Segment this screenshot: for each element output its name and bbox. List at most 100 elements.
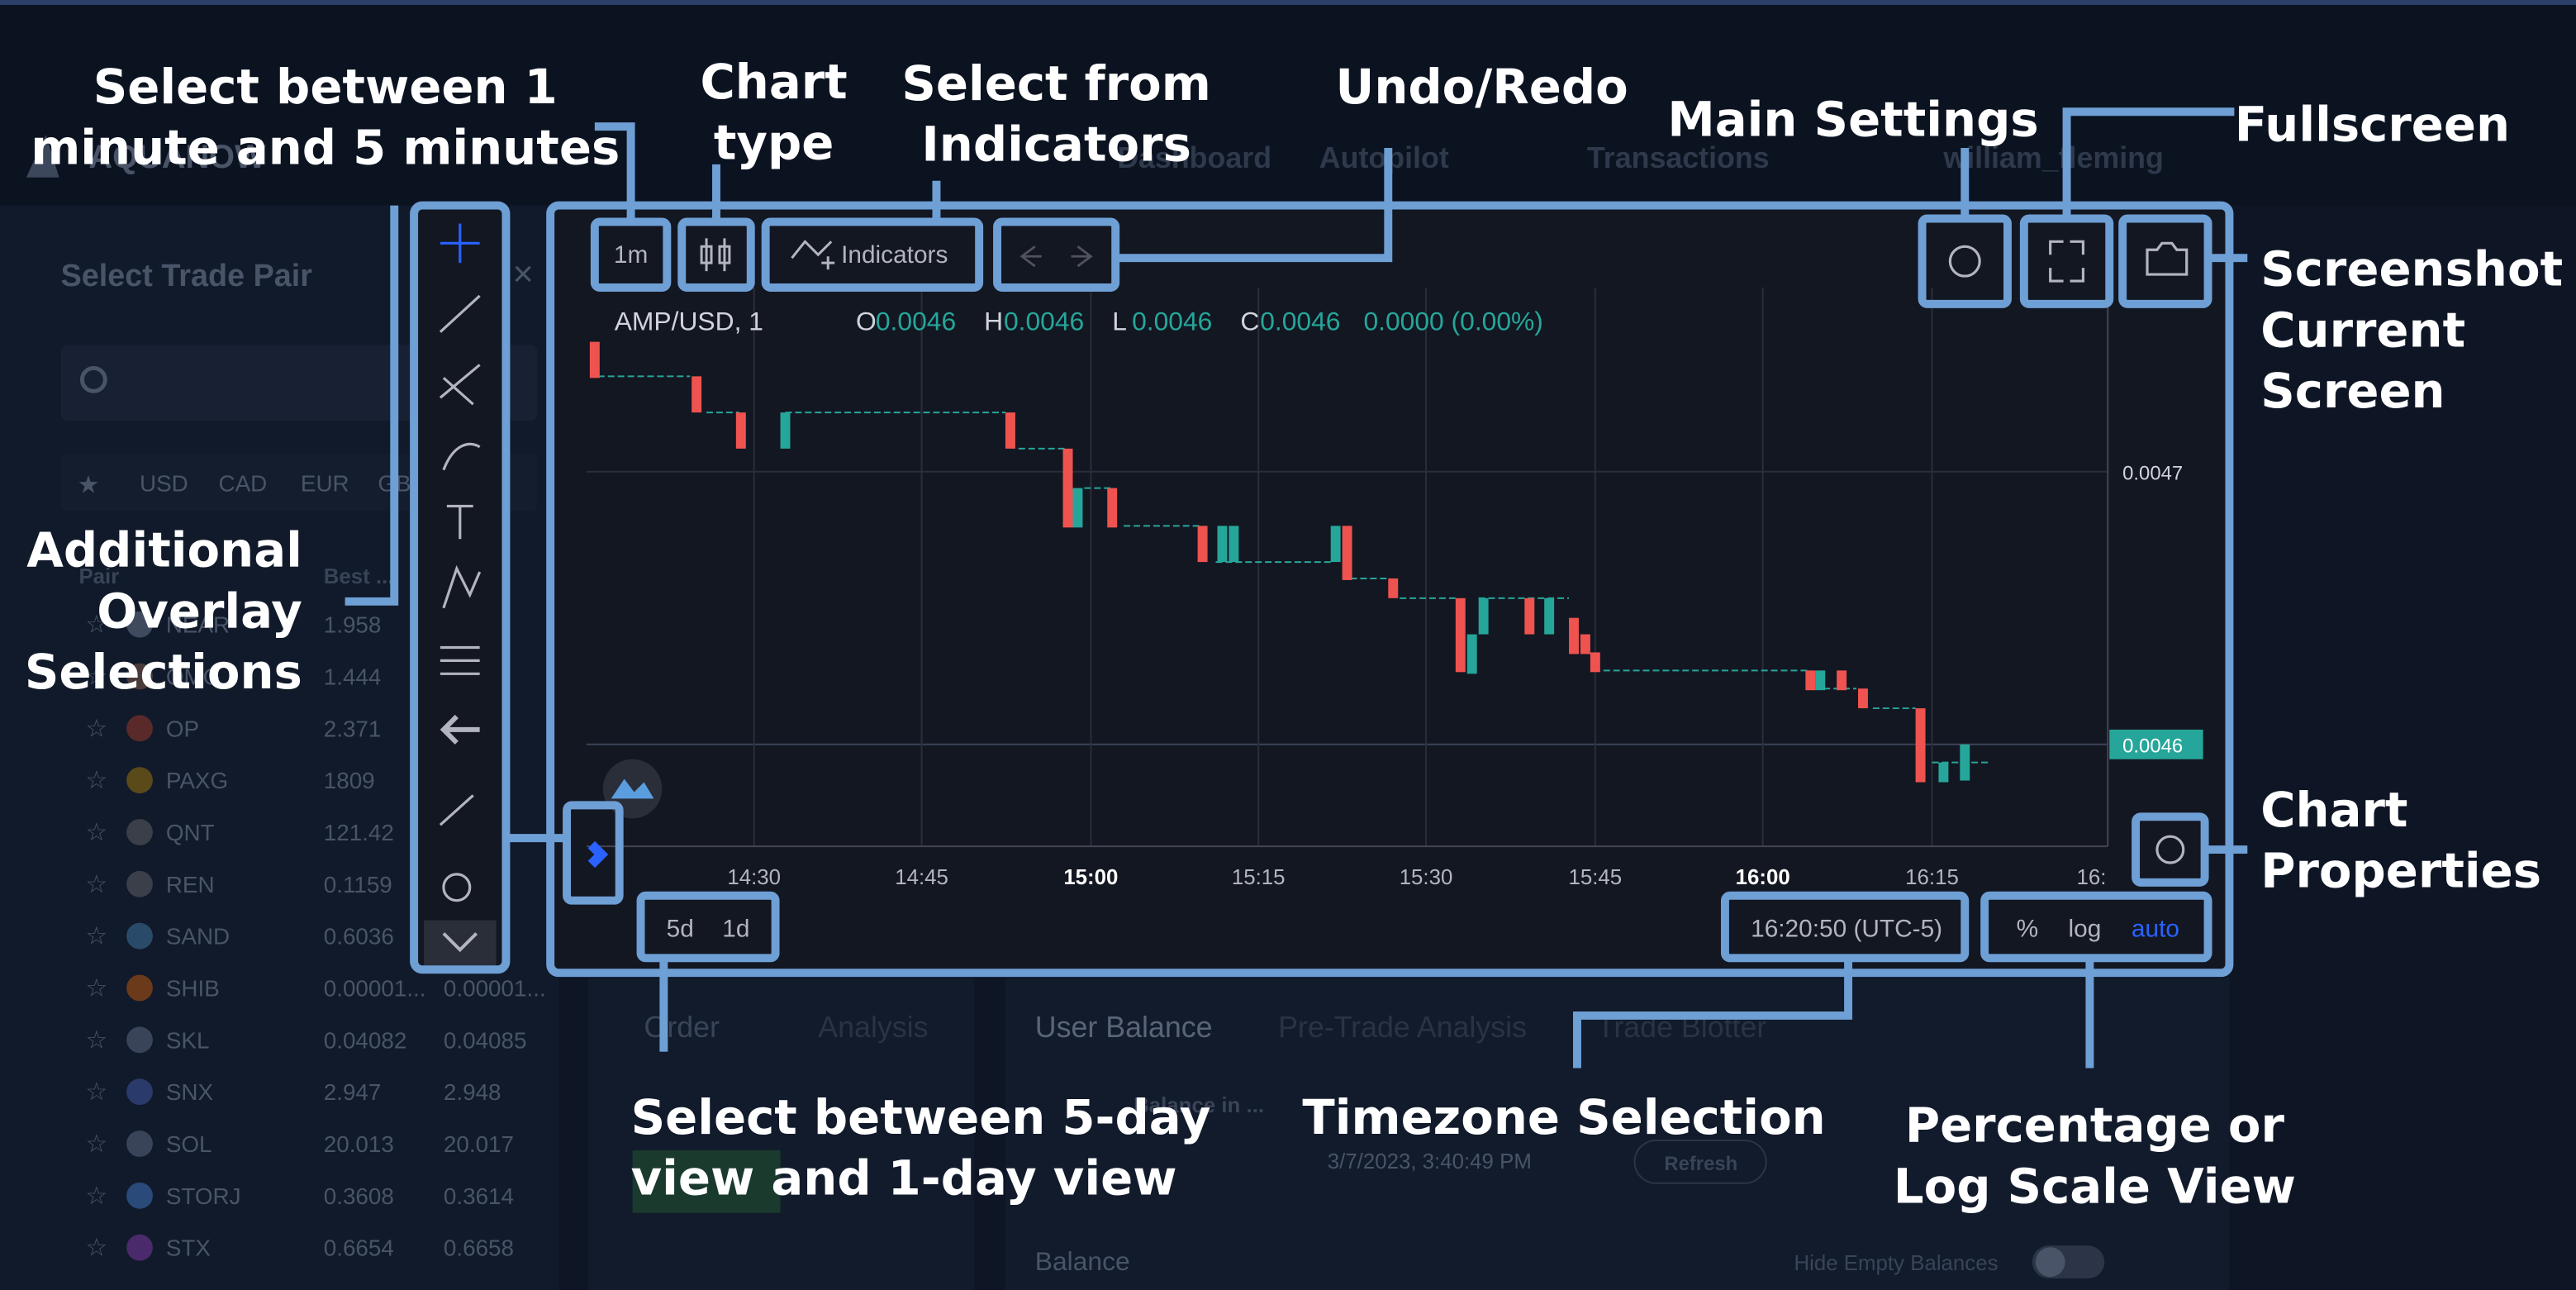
expand-arrow[interactable]: [587, 840, 609, 869]
search-icon: [79, 365, 107, 393]
annotation: Undo/Redo: [1336, 59, 1628, 115]
star: ☆: [85, 663, 107, 690]
annotation: Select between 5-day: [631, 1089, 1211, 1145]
price-label: 0.0047: [2122, 463, 2183, 485]
scale-option[interactable]: log: [2069, 915, 2102, 942]
annotation: view and 1-day view: [631, 1150, 1177, 1206]
annotation: Timezone Selection: [1302, 1089, 1825, 1145]
ohlc-key: C: [1240, 307, 1259, 336]
top-bar: [0, 4, 2576, 206]
annotation: Indicators: [921, 117, 1191, 173]
indicators-button[interactable]: Indicators: [841, 241, 948, 269]
hide-label: Hide Empty Balances: [1794, 1252, 1998, 1275]
balance-label: Balance: [1035, 1246, 1130, 1276]
column-header: Balance in ...: [1134, 1094, 1264, 1117]
pair-name[interactable]: QNT: [166, 820, 215, 845]
star: ☆: [85, 819, 107, 846]
range-button[interactable]: 5d: [667, 915, 694, 942]
annotation: Chart: [2260, 782, 2407, 838]
coin-icon: [126, 1026, 153, 1054]
price: 1.444: [324, 664, 382, 689]
time-label: 16:: [2076, 866, 2106, 889]
coin-icon: [126, 1182, 153, 1209]
pair-name[interactable]: NEAR: [166, 612, 230, 638]
undo-redo-icons[interactable]: [1019, 245, 1093, 268]
range-button[interactable]: 1d: [722, 915, 749, 942]
pair-name[interactable]: SNX: [166, 1079, 213, 1105]
pair-name[interactable]: STX: [166, 1235, 211, 1261]
annotation: Fullscreen: [2235, 97, 2510, 153]
star: ☆: [85, 1235, 107, 1262]
price-label: 0.0046: [2122, 735, 2183, 758]
pair-name[interactable]: OMG: [166, 664, 221, 689]
star: ☆: [85, 974, 107, 1002]
buy-button[interactable]: [632, 1150, 781, 1213]
coin-icon: [126, 1234, 153, 1261]
nav-item[interactable]: Transactions: [1587, 141, 1770, 174]
logo: [26, 135, 59, 178]
drawing-toolbar: [414, 205, 506, 970]
ohlc-value: 0.0046: [1132, 307, 1212, 336]
star: ★: [77, 472, 99, 499]
price: 0.04082: [324, 1027, 407, 1053]
pair-name[interactable]: REN: [166, 872, 215, 897]
time-label: 15:30: [1400, 866, 1453, 889]
refresh-button[interactable]: [1633, 1140, 1767, 1184]
highlights: [345, 107, 2248, 1069]
tv-logo: [602, 759, 663, 819]
pair-name[interactable]: SAND: [166, 924, 230, 950]
pair-name[interactable]: OP: [166, 716, 199, 741]
coin-icon: [126, 819, 153, 845]
pair-name[interactable]: SHIB: [166, 975, 220, 1001]
coin-icon: [126, 1131, 153, 1157]
timestamp: 3/7/2023, 3:40:49 PM: [1328, 1150, 1532, 1173]
tab[interactable]: User Balance: [1035, 1011, 1213, 1044]
tab[interactable]: Order: [644, 1011, 720, 1044]
change: 0.0000 (0.00%): [1363, 307, 1542, 336]
price: 2.948: [444, 1079, 501, 1105]
scale-option[interactable]: %: [2017, 915, 2039, 942]
interval-button[interactable]: 1m: [614, 241, 648, 269]
candles: [589, 341, 1992, 783]
pair-name[interactable]: PAXG: [166, 768, 228, 793]
time-label: 14:45: [895, 866, 948, 889]
pair-name[interactable]: SKL: [166, 1027, 210, 1053]
time-label: 16:00: [1736, 866, 1790, 889]
nav-item[interactable]: Dashboard: [1117, 141, 1271, 174]
chart-properties-icon[interactable]: [2155, 835, 2185, 864]
pair-name[interactable]: SOL: [166, 1131, 212, 1157]
annotation: Selections: [25, 644, 302, 700]
currency-tab[interactable]: USD: [140, 471, 188, 497]
price: 0.00001...: [324, 975, 426, 1001]
star: ☆: [85, 767, 107, 794]
scale-option[interactable]: auto: [2132, 915, 2179, 942]
camera-icon[interactable]: [2146, 241, 2189, 276]
top-edge: [0, 0, 2576, 5]
tab[interactable]: Analysis: [818, 1011, 928, 1044]
symbol[interactable]: AMP/USD, 1: [615, 307, 763, 336]
price: 0.3608: [324, 1183, 394, 1209]
tab[interactable]: Pre-Trade Analysis: [1278, 1011, 1527, 1044]
nav-item[interactable]: Autopilot: [1319, 141, 1449, 174]
price: 20.017: [444, 1131, 514, 1157]
ohlc-value: 0.0046: [1260, 307, 1340, 336]
annotation: type: [714, 115, 834, 171]
currency-tab[interactable]: CAD: [218, 471, 267, 497]
star: ☆: [85, 612, 107, 639]
price: 0.04085: [444, 1027, 527, 1053]
coin-icon: [126, 767, 153, 794]
fullscreen-icon[interactable]: [2049, 240, 2085, 283]
settings-icon[interactable]: [1948, 245, 1981, 278]
currency-tab[interactable]: EUR: [301, 471, 349, 497]
nav-item[interactable]: william_fleming: [1942, 141, 2163, 174]
pair-name[interactable]: STORJ: [166, 1183, 241, 1209]
annotation: Select between 1: [93, 59, 558, 115]
annotation: Overlay: [97, 583, 302, 639]
indicator-icon: [791, 240, 835, 270]
toolbar-more[interactable]: [424, 920, 497, 967]
timezone-button[interactable]: 16:20:50 (UTC-5): [1751, 915, 1942, 942]
tv-logo-mark: [611, 778, 654, 799]
price: 0.6036: [324, 924, 394, 950]
annotation: Screenshot: [2260, 241, 2563, 298]
candle-icon[interactable]: [700, 238, 731, 272]
